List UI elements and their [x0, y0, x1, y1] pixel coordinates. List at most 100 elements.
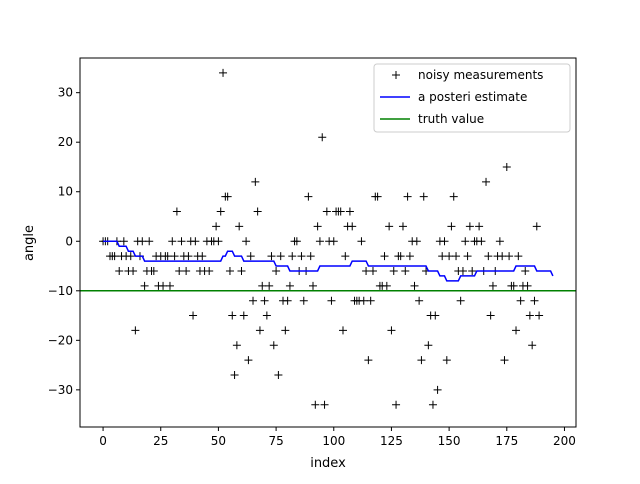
- measurement-point: [237, 266, 246, 275]
- measurement-point: [419, 192, 428, 201]
- measurement-point: [442, 356, 451, 365]
- measurement-point: [322, 207, 331, 216]
- measurement-point: [488, 281, 497, 290]
- x-tick-label: 200: [553, 434, 576, 448]
- measurement-point: [392, 400, 401, 409]
- measurement-point: [514, 252, 523, 261]
- measurement-point: [239, 311, 248, 320]
- measurement-point: [318, 133, 327, 142]
- measurement-point: [385, 222, 394, 231]
- measurement-point: [431, 311, 440, 320]
- measurement-point: [168, 237, 177, 246]
- measurement-point: [145, 237, 154, 246]
- measurement-point: [267, 252, 276, 261]
- measurement-point: [368, 266, 377, 275]
- measurement-point: [219, 68, 228, 77]
- legend-label: a posteri estimate: [418, 90, 527, 104]
- measurement-point: [265, 281, 274, 290]
- measurement-point: [410, 281, 419, 290]
- measurement-point: [452, 252, 461, 261]
- measurement-point: [477, 237, 486, 246]
- measurement-point: [272, 266, 281, 275]
- measurement-point: [405, 252, 414, 261]
- measurement-point: [251, 177, 260, 186]
- measurement-point: [428, 400, 437, 409]
- measurement-point: [502, 162, 511, 171]
- estimate-line: [103, 240, 554, 282]
- x-tick-label: 100: [322, 434, 345, 448]
- measurement-point: [182, 266, 191, 275]
- measurement-point: [484, 252, 493, 261]
- plot-area: [80, 68, 576, 409]
- measurement-point: [126, 252, 135, 261]
- measurement-point: [521, 266, 530, 275]
- x-axis: 0 25 50 75 100 125 150 175 200: [99, 427, 576, 448]
- measurement-point: [309, 281, 318, 290]
- measurement-point: [253, 207, 262, 216]
- measurement-point: [255, 326, 264, 335]
- measurement-point: [191, 237, 200, 246]
- measurement-point: [129, 266, 138, 275]
- measurement-point: [364, 356, 373, 365]
- x-axis-label: index: [310, 456, 346, 471]
- measurement-point: [244, 356, 253, 365]
- measurement-point: [223, 192, 232, 201]
- measurement-point: [396, 252, 405, 261]
- x-tick-label: 175: [495, 434, 518, 448]
- y-tick-label: −30: [48, 383, 73, 397]
- measurement-point: [530, 296, 539, 305]
- measurement-point: [461, 237, 470, 246]
- legend-label: noisy measurements: [418, 68, 543, 82]
- measurement-point: [382, 281, 391, 290]
- y-tick-label: −20: [48, 333, 73, 347]
- legend-label: truth value: [418, 112, 484, 126]
- measurement-point: [269, 341, 278, 350]
- measurement-point: [212, 222, 221, 231]
- measurement-point: [216, 207, 225, 216]
- measurement-point: [532, 222, 541, 231]
- measurement-point: [306, 252, 315, 261]
- measurement-point: [482, 177, 491, 186]
- x-tick-label: 150: [438, 434, 461, 448]
- measurement-point: [274, 370, 283, 379]
- measurement-point: [205, 266, 214, 275]
- legend-box: [373, 63, 571, 133]
- measurement-point: [389, 266, 398, 275]
- measurement-point: [159, 281, 168, 290]
- measurement-point: [359, 296, 368, 305]
- measurement-point: [525, 311, 534, 320]
- measurement-point: [315, 237, 324, 246]
- measurement-point: [230, 370, 239, 379]
- measurement-point: [119, 237, 128, 246]
- measurement-point: [357, 237, 366, 246]
- measurement-point: [327, 296, 336, 305]
- measurement-point: [246, 252, 255, 261]
- measurement-point: [189, 311, 198, 320]
- measurement-point: [262, 311, 271, 320]
- measurement-point: [288, 252, 297, 261]
- measurement-point: [341, 252, 350, 261]
- y-axis-label: angle: [22, 225, 37, 261]
- measurement-point: [387, 326, 396, 335]
- measurement-point: [348, 222, 357, 231]
- measurement-point: [438, 252, 447, 261]
- measurement-point: [415, 296, 424, 305]
- measurement-point: [505, 252, 514, 261]
- measurement-point: [336, 207, 345, 216]
- measurement-point: [516, 296, 525, 305]
- measurement-point: [445, 252, 454, 261]
- x-tick-label: 125: [380, 434, 403, 448]
- measurement-point: [380, 252, 389, 261]
- measurement-point: [110, 252, 119, 261]
- measurement-point: [225, 266, 234, 275]
- measurement-point: [458, 266, 467, 275]
- measurement-point: [362, 266, 371, 275]
- measurement-point: [242, 237, 251, 246]
- y-tick-label: 30: [58, 86, 73, 100]
- measurement-point: [232, 341, 241, 350]
- measurement-point: [184, 252, 193, 261]
- measurement-point: [456, 296, 465, 305]
- measurement-point: [475, 222, 484, 231]
- y-tick-label: 10: [58, 185, 73, 199]
- measurement-point: [468, 266, 477, 275]
